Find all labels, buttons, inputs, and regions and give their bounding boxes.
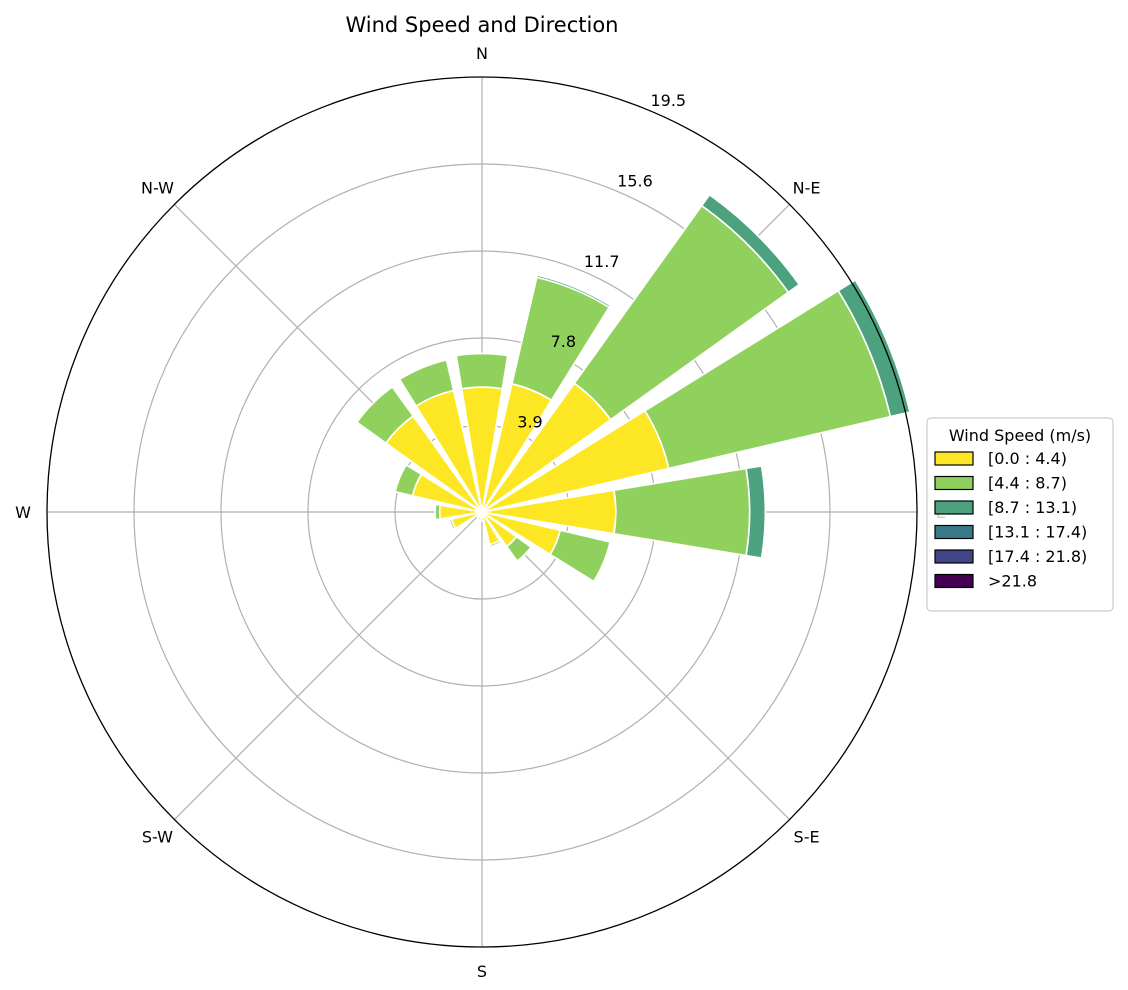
radial-tick-label: 19.5 [650, 91, 686, 110]
wind-bar-segment [455, 352, 509, 390]
legend: Wind Speed (m/s) [0.0 : 4.4) [4.4 : 8.7) [… [926, 417, 1114, 612]
axis-labels: NN-EES-ESS-WWN-W3.97.811.715.619.5 [15, 44, 946, 981]
grid-spoke [481, 511, 791, 821]
radial-tick-label: 15.6 [617, 171, 653, 190]
legend-entry: [8.7 : 13.1) [988, 498, 1077, 517]
radial-tick-label: 11.7 [584, 252, 620, 271]
legend-swatch [934, 451, 974, 466]
wind-bar-segment [837, 278, 911, 418]
direction-label: S-W [142, 828, 173, 847]
grid-spoke [173, 511, 483, 821]
legend-swatch [934, 500, 974, 515]
legend-title: Wind Speed (m/s) [949, 426, 1091, 445]
wind-bar-segment [394, 463, 423, 497]
wind-bar-segment [700, 193, 801, 294]
wind-bar-segment [434, 503, 442, 521]
direction-label: N [476, 44, 488, 63]
legend-entry: [0.0 : 4.4) [988, 449, 1067, 468]
direction-label: N-E [793, 178, 821, 197]
legend-swatch [934, 475, 974, 491]
direction-label: S [477, 962, 487, 981]
wind-bar-segment [398, 358, 455, 407]
legend-swatch [934, 549, 974, 564]
direction-label: S-E [794, 828, 820, 847]
wind-bar-segment [549, 529, 612, 583]
wind-bar-segment [355, 385, 415, 445]
wind-bar-segment [488, 539, 502, 548]
wind-bar-segment [535, 274, 612, 309]
radial-tick-label: 7.8 [551, 332, 576, 351]
wind-bar-segment [745, 465, 767, 559]
radial-tick-label: 3.9 [517, 413, 542, 432]
wind-bar-segment [448, 518, 457, 531]
wind-bar-segment [505, 535, 533, 563]
wind-bar-segment [613, 467, 751, 557]
wind-bars [46, 76, 918, 948]
legend-entry: [17.4 : 21.8) [988, 547, 1087, 566]
legend-entry: [4.4 : 8.7) [988, 474, 1067, 493]
legend-swatch [934, 524, 974, 540]
direction-label: N-W [141, 178, 174, 197]
legend-swatch [934, 573, 974, 589]
legend-entry: [13.1 : 17.4) [988, 523, 1087, 542]
direction-label: W [15, 503, 31, 522]
outer-frame [46, 76, 918, 948]
chart-title: Wind Speed and Direction [345, 13, 618, 37]
legend-entry: >21.8 [988, 572, 1037, 591]
